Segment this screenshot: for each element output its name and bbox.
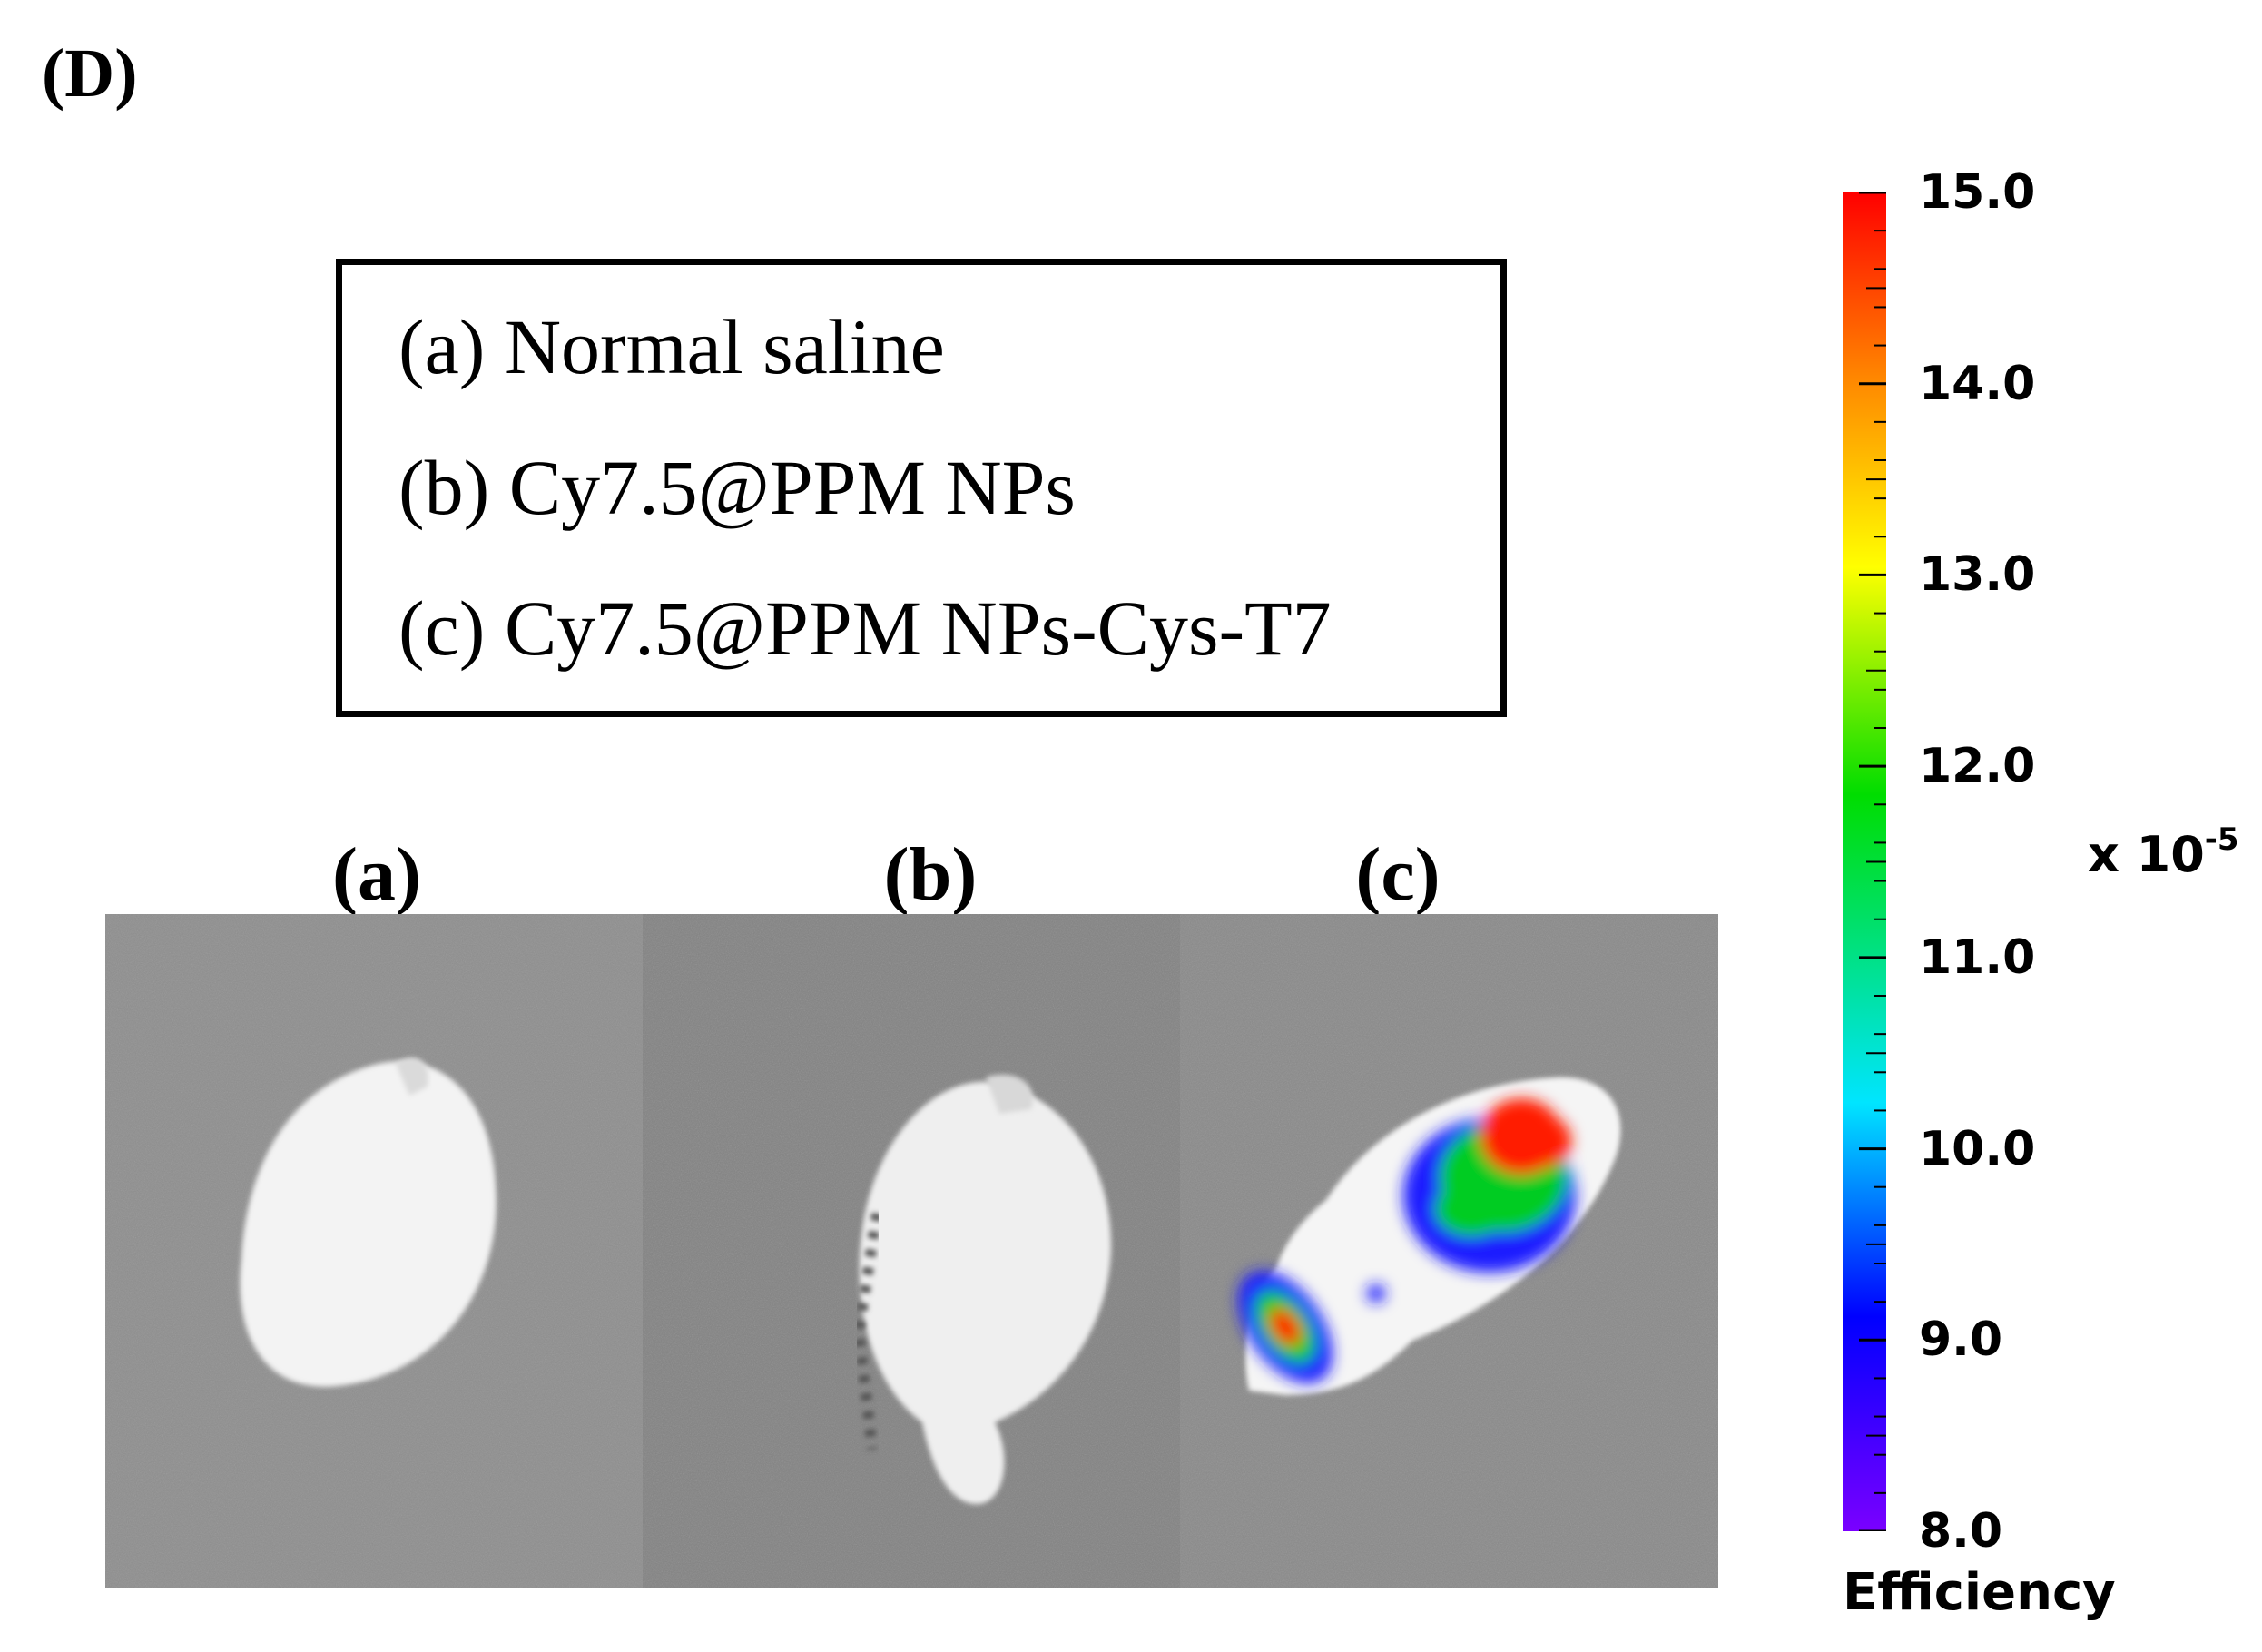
colorbar-tick-label: 8.0 bbox=[1919, 1504, 2003, 1559]
fluorescence-image-strip bbox=[105, 914, 1718, 1588]
colorbar-tick-label: 14.0 bbox=[1919, 356, 2036, 411]
organ-image-c bbox=[1180, 914, 1718, 1588]
organ-image-a bbox=[105, 914, 643, 1588]
panel-label: (D) bbox=[42, 35, 138, 112]
legend-item-a: (a) Normal saline bbox=[398, 303, 945, 390]
colorbar-tick-label: 10.0 bbox=[1919, 1121, 2036, 1176]
legend-item-c: (c) Cy7.5@PPM NPs-Cys-T7 bbox=[398, 585, 1332, 672]
sample-label-c: (c) bbox=[1355, 832, 1441, 917]
legend-box: (a) Normal saline (b) Cy7.5@PPM NPs (c) … bbox=[336, 259, 1507, 717]
colorbar-tick-label: 15.0 bbox=[1919, 165, 2036, 220]
colorbar-tick-label: 9.0 bbox=[1919, 1313, 2003, 1368]
colorbar-tick-label: 12.0 bbox=[1919, 739, 2036, 794]
colorbar-tick-label: 11.0 bbox=[1919, 929, 2036, 985]
fluorescence-signal bbox=[1238, 1098, 1576, 1383]
colorbar-title: Efficiency bbox=[1843, 1563, 2116, 1622]
sample-label-b: (b) bbox=[883, 832, 978, 917]
organ-b bbox=[859, 1081, 1112, 1504]
colorbar-tick-label: 13.0 bbox=[1919, 547, 2036, 603]
organ-image-b bbox=[643, 914, 1180, 1588]
colorbar bbox=[1843, 192, 1886, 1531]
sample-label-a: (a) bbox=[332, 832, 421, 917]
colorbar-exponent: x 10-5 bbox=[2088, 821, 2239, 883]
legend-item-b: (b) Cy7.5@PPM NPs bbox=[398, 444, 1076, 531]
organ-a bbox=[240, 1061, 497, 1387]
